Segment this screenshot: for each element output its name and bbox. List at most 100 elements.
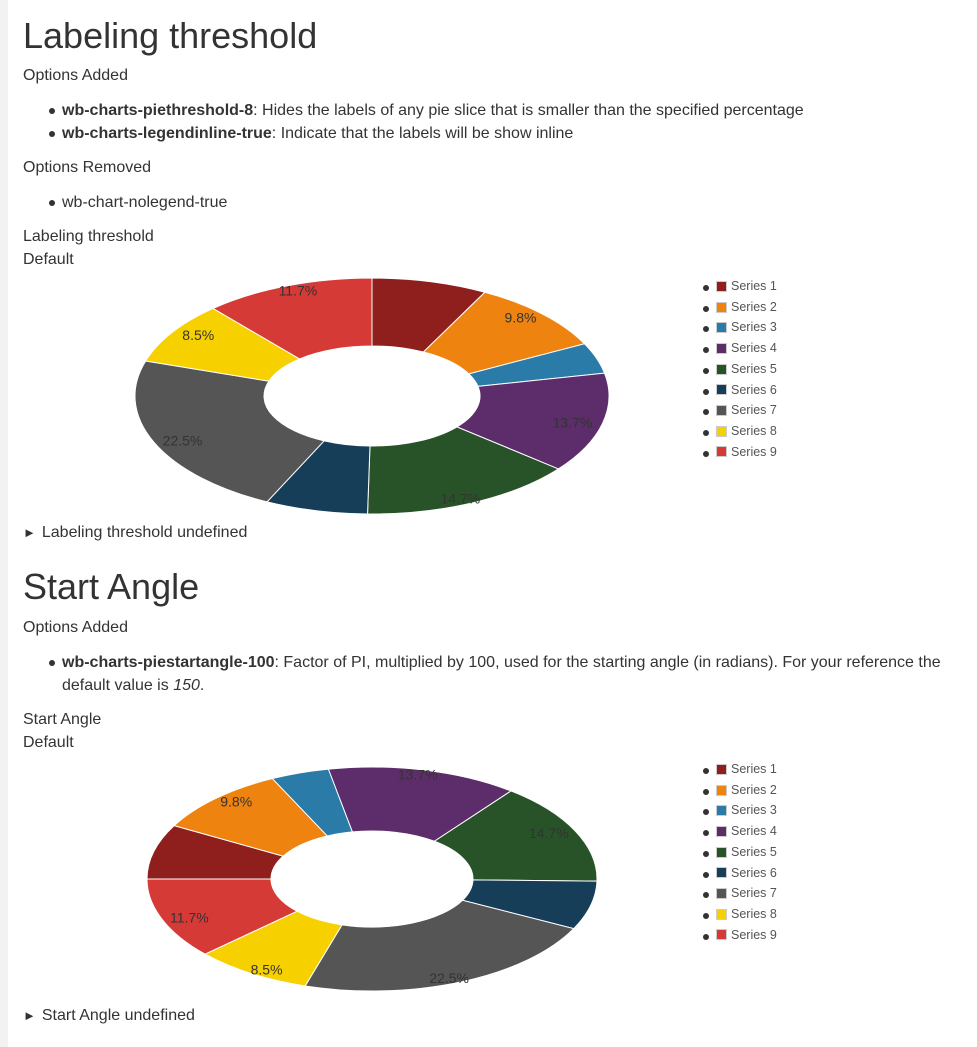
legend-swatch (716, 763, 727, 775)
list-item: wb-chart-nolegend-true (49, 191, 962, 214)
slice-label-series-2: 9.8% (505, 309, 537, 325)
pie-slice-series-5[interactable] (367, 426, 560, 515)
slice-label-series-5: 14.7% (529, 825, 569, 841)
list-item: wb-charts-piethreshold-8: Hides the labe… (49, 99, 962, 122)
legend-item-series-4[interactable]: Series 4 (703, 338, 977, 359)
slice-label-series-9: 11.7% (170, 910, 209, 926)
legend-swatch (716, 888, 727, 900)
legend-label: Series 2 (731, 299, 777, 314)
legend-swatch (716, 805, 727, 817)
legend-item-series-3[interactable]: Series 3 (703, 800, 977, 821)
legend-item-series-9[interactable]: Series 9 (703, 925, 977, 946)
list-item: wb-charts-piestartangle-100: Factor of P… (49, 651, 962, 697)
donut-chart-start-angle: 9.8% 13.7% 14.7% 22.5% 8.5% 11.7% (146, 766, 598, 992)
legend-swatch (716, 425, 727, 437)
slice-label-series-9: 11.7% (279, 282, 318, 298)
legend-label: Series 8 (731, 423, 777, 438)
donut-chart-labeling-threshold: 9.8% 13.7% 14.7% 22.5% 8.5% 11.7% (134, 277, 610, 515)
slice-label-series-5: 14.7% (441, 490, 481, 506)
legend-label: Series 6 (731, 382, 777, 397)
details-label: Labeling threshold undefined (41, 524, 248, 541)
list-item: wb-charts-legendinline-true: Indicate th… (49, 122, 962, 145)
chart-legend: Series 1 Series 2 Series 3 Series 4 Series 5… (703, 276, 977, 463)
legend-item-series-6[interactable]: Series 6 (703, 863, 977, 884)
legend-label: Series 9 (731, 927, 777, 942)
legend-label: Series 9 (731, 444, 777, 459)
options-added-list: wb-charts-piestartangle-100: Factor of P… (0, 651, 962, 697)
legend-item-series-5[interactable]: Series 5 (703, 842, 977, 863)
option-code: wb-charts-piethreshold-8 (62, 102, 254, 119)
legend-item-series-7[interactable]: Series 7 (703, 883, 977, 904)
legend-item-series-8[interactable]: Series 8 (703, 904, 977, 925)
triangle-right-icon: ► (23, 1008, 36, 1023)
option-default-value: 150 (173, 677, 200, 694)
legend-label: Series 7 (731, 403, 777, 418)
legend-swatch (716, 280, 727, 292)
legend-item-series-5[interactable]: Series 5 (703, 359, 977, 380)
option-code: wb-charts-piestartangle-100 (62, 654, 275, 671)
legend-label: Series 6 (731, 865, 777, 880)
legend-label: Series 3 (731, 803, 777, 818)
legend-item-series-9[interactable]: Series 9 (703, 442, 977, 463)
legend-swatch (716, 929, 727, 941)
pie-slice-series-7[interactable] (134, 360, 326, 503)
legend-item-series-6[interactable]: Series 6 (703, 380, 977, 401)
slice-label-series-4: 13.7% (553, 414, 593, 430)
details-toggle-start-angle[interactable]: ► Start Angle undefined (23, 1006, 195, 1026)
slice-label-series-7: 22.5% (429, 970, 469, 986)
legend-item-series-2[interactable]: Series 2 (703, 297, 977, 318)
page-edge (0, 0, 8, 1047)
legend-swatch (716, 322, 727, 334)
options-removed-label: Options Removed (23, 159, 152, 176)
option-desc: : Hides the labels of any pie slice that… (253, 102, 804, 119)
pie-slice-series-9[interactable] (211, 277, 373, 360)
legend-swatch (716, 301, 727, 313)
options-added-label: Options Added (23, 67, 128, 84)
legend-item-series-2[interactable]: Series 2 (703, 780, 977, 801)
legend-item-series-1[interactable]: Series 1 (703, 759, 977, 780)
option-code: wb-charts-legendinline-true (62, 125, 272, 142)
legend-swatch (716, 784, 727, 796)
options-added-list: wb-charts-piethreshold-8: Hides the labe… (0, 99, 962, 145)
legend-label: Series 5 (731, 361, 777, 376)
legend-swatch (716, 384, 727, 396)
pie-slice-series-4[interactable] (327, 766, 513, 842)
legend-swatch (716, 446, 727, 458)
legend-item-series-7[interactable]: Series 7 (703, 400, 977, 421)
legend-label: Series 3 (731, 320, 777, 335)
legend-swatch (716, 405, 727, 417)
option-tail: . (199, 677, 205, 694)
details-label: Start Angle undefined (41, 1007, 195, 1024)
legend-item-series-1[interactable]: Series 1 (703, 276, 977, 297)
legend-label: Series 7 (731, 886, 777, 901)
options-added-label: Options Added (23, 619, 128, 636)
option-desc: : Indicate that the labels will be show … (271, 125, 574, 142)
legend-item-series-4[interactable]: Series 4 (703, 821, 977, 842)
chart-title: Start Angle (23, 711, 102, 728)
pie-slice-series-5[interactable] (433, 790, 598, 882)
legend-item-series-8[interactable]: Series 8 (703, 421, 977, 442)
legend-swatch (716, 846, 727, 858)
pie-slice-series-7[interactable] (304, 899, 575, 992)
legend-swatch (716, 867, 727, 879)
details-toggle-labeling-threshold[interactable]: ► Labeling threshold undefined (23, 523, 247, 543)
pie-slice-series-9[interactable] (146, 878, 299, 955)
triangle-right-icon: ► (23, 525, 36, 540)
slice-label-series-8: 8.5% (182, 327, 214, 343)
legend-label: Series 1 (731, 762, 777, 776)
slice-label-series-8: 8.5% (251, 962, 283, 978)
legend-label: Series 4 (731, 824, 777, 839)
slice-label-series-7: 22.5% (163, 433, 203, 449)
legend-swatch (716, 825, 727, 837)
legend-swatch (716, 342, 727, 354)
slice-label-series-2: 9.8% (220, 794, 252, 810)
section-heading-labeling-threshold: Labeling threshold (23, 15, 318, 56)
legend-label: Series 4 (731, 341, 777, 356)
pie-slice-series-4[interactable] (455, 372, 610, 470)
chart-subtitle: Default (23, 734, 74, 751)
chart-legend: Series 1 Series 2 Series 3 Series 4 Series 5… (703, 759, 977, 946)
chart-title: Labeling threshold (23, 228, 154, 245)
option-desc: : Factor of PI, multiplied by 100, used … (62, 654, 941, 694)
legend-item-series-3[interactable]: Series 3 (703, 317, 977, 338)
